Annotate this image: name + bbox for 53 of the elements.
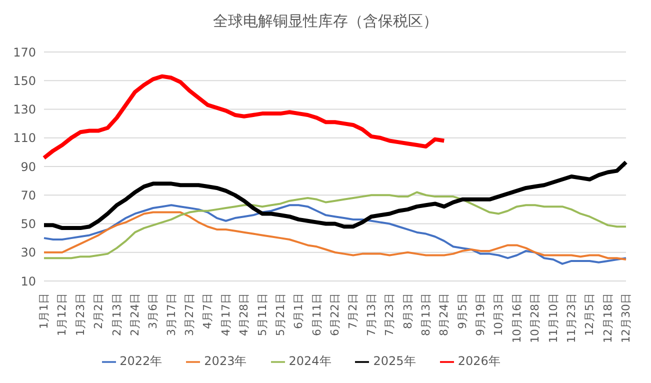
y-tick-label: 130: [13, 102, 36, 117]
legend-label: 2022年: [120, 354, 162, 368]
x-tick-label: 5月11日: [256, 293, 269, 336]
x-tick-label: 8月3日: [401, 293, 414, 329]
x-tick-label: 2月24日: [128, 293, 142, 336]
x-tick-label: 12月5日: [583, 293, 596, 336]
x-tick-label: 10月3日: [492, 293, 506, 336]
y-tick-label: 150: [13, 74, 36, 88]
legend-label: 2023年: [204, 354, 247, 368]
x-tick-label: 9月5日: [456, 293, 469, 329]
chart-title: 全球电解铜显性库存（含保税区）: [212, 12, 439, 32]
x-tick-label: 6月11日: [310, 293, 324, 336]
y-tick-label: 70: [20, 188, 36, 202]
x-tick-label: 1月12日: [56, 293, 69, 336]
x-tick-label: 3月27日: [183, 293, 196, 336]
x-tick-label: 2月13日: [110, 293, 124, 336]
x-tick-label: 9月19日: [474, 293, 487, 336]
legend-label: 2026年: [458, 354, 500, 368]
line-series: [42, 74, 446, 160]
x-tick-label: 11月10日: [546, 293, 560, 343]
legend-label: 2024年: [288, 354, 332, 368]
y-tick-label: 170: [13, 45, 36, 60]
x-tick-label: 12月30日: [620, 293, 632, 343]
x-tick-label: 6月1日: [292, 293, 306, 329]
x-tick-label: 11月23日: [564, 293, 578, 343]
x-tick-label: 8月13日: [419, 293, 432, 336]
x-tick-label: 1月1日: [38, 293, 50, 329]
x-tick-label: 5月21日: [274, 293, 287, 336]
x-tick-label: 7月13日: [364, 293, 378, 336]
line-series: [43, 211, 627, 261]
x-tick-label: 4月17日: [219, 293, 232, 336]
y-tick-label: 50: [20, 217, 36, 232]
line-series: [42, 160, 628, 230]
x-tick-label: 3月17日: [164, 293, 178, 336]
y-tick-label: 30: [20, 246, 36, 260]
x-tick-label: 8月24日: [438, 293, 451, 336]
x-tick-label: 10月16日: [510, 293, 524, 343]
x-tick-label: 7月2日: [346, 293, 360, 329]
x-tick-label: 1月23日: [74, 293, 87, 336]
x-tick-label: 4月7日: [201, 293, 214, 329]
line-series: [43, 191, 627, 260]
y-tick-label: 10: [20, 274, 36, 288]
x-tick-label: 10月28日: [528, 293, 542, 343]
y-tick-label: 90: [20, 160, 36, 174]
y-tick-label: 110: [13, 131, 36, 146]
x-tick-label: 4月28日: [238, 293, 251, 336]
x-tick-label: 2月2日: [92, 293, 106, 329]
x-tick-label: 7月23日: [383, 293, 396, 336]
x-tick-label: 6月22日: [328, 293, 342, 336]
x-tick-label: 3月6日: [146, 293, 160, 329]
x-tick-label: 12月18日: [601, 293, 614, 343]
line-series: [43, 204, 627, 265]
legend-label: 2025年: [373, 354, 416, 368]
